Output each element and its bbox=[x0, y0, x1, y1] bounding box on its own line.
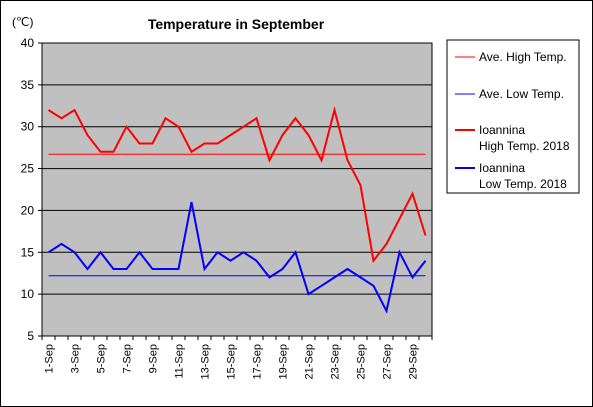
x-tick-label: 25-Sep bbox=[356, 344, 368, 379]
x-tick-label: 13-Sep bbox=[200, 344, 212, 379]
x-tick-label: 15-Sep bbox=[226, 344, 238, 379]
y-axis-unit-label: (℃) bbox=[12, 15, 33, 29]
legend-label-2: Ave. Low Temp. bbox=[479, 87, 564, 101]
x-tick-label: 3-Sep bbox=[70, 344, 82, 373]
legend-label-4: Low Temp. 2018 bbox=[479, 177, 567, 191]
x-axis-ticks: 1-Sep 3-Sep 5-Sep 7-Sep 9-Sep 11-Sep 13-Sep 15-… bbox=[41, 336, 433, 379]
x-tick-label: 27-Sep bbox=[382, 344, 394, 379]
plot-background bbox=[41, 42, 433, 337]
y-tick-label: 5 bbox=[27, 329, 34, 343]
y-tick-label: 35 bbox=[21, 78, 35, 92]
x-tick-label: 5-Sep bbox=[96, 344, 108, 373]
x-tick-label: 7-Sep bbox=[122, 344, 134, 373]
legend: Ave. High Temp. Ave. Low Temp. Ioannina Hig… bbox=[446, 39, 580, 194]
x-tick-label: 21-Sep bbox=[304, 344, 316, 379]
y-axis-ticks: 5 10 15 20 25 30 35 40 bbox=[21, 36, 42, 343]
x-tick-label: 11-Sep bbox=[174, 344, 186, 379]
x-tick-label: 29-Sep bbox=[408, 344, 420, 379]
legend-label-3: High Temp. 2018 bbox=[479, 139, 570, 153]
legend-label-1: Ave. High Temp. bbox=[479, 50, 567, 64]
plot-area bbox=[41, 42, 433, 337]
y-tick-label: 30 bbox=[21, 120, 35, 134]
x-tick-label: 19-Sep bbox=[278, 344, 290, 379]
x-tick-label: 17-Sep bbox=[252, 344, 264, 379]
chart-title: Temperature in September bbox=[148, 16, 325, 32]
y-tick-label: 25 bbox=[21, 162, 35, 176]
series-lines bbox=[47, 106, 427, 314]
y-tick-label: 10 bbox=[21, 287, 35, 301]
legend-label-3: Ioannina bbox=[479, 123, 525, 137]
x-tick-label: 23-Sep bbox=[330, 344, 342, 379]
y-tick-label: 40 bbox=[21, 36, 35, 50]
legend-label-4: Ioannina bbox=[479, 161, 525, 175]
y-tick-label: 20 bbox=[21, 203, 35, 217]
grid-lines bbox=[42, 84, 432, 295]
series-line-3 bbox=[47, 106, 427, 264]
series-line-4 bbox=[47, 201, 427, 314]
y-tick-label: 15 bbox=[21, 245, 35, 259]
x-tick-label: 9-Sep bbox=[148, 344, 160, 373]
x-tick-label: 1-Sep bbox=[44, 344, 56, 373]
